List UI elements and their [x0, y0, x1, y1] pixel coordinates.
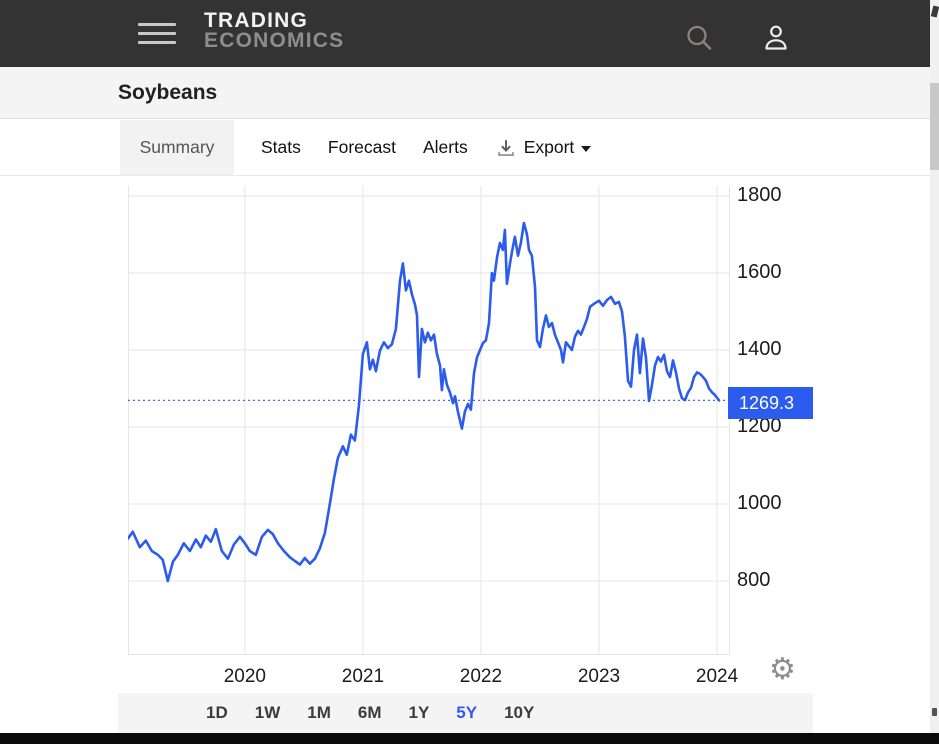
logo-line1: TRADING — [204, 9, 309, 32]
menu-hamburger-icon[interactable] — [138, 23, 176, 50]
range-6m[interactable]: 6M — [357, 703, 382, 722]
search-icon[interactable] — [684, 23, 715, 53]
x-axis-tick-2021: 2021 — [341, 666, 385, 687]
instrument-title-bar: Soybeans — [0, 67, 930, 119]
scrollbar-thumb[interactable] — [930, 83, 939, 170]
range-5y[interactable]: 5Y — [456, 703, 478, 722]
current-price-badge: 1269.3 — [728, 387, 813, 419]
bottom-edge-strip — [0, 733, 939, 744]
settings-gear-icon[interactable]: ⚙ — [769, 652, 796, 687]
export-label: Export — [523, 137, 575, 157]
y-axis-tick-1600: 1600 — [737, 261, 782, 284]
range-1m[interactable]: 1M — [307, 703, 331, 722]
brand-logo[interactable]: TRADING ECONOMICS — [204, 9, 345, 52]
range-1y[interactable]: 1Y — [408, 703, 430, 722]
x-axis-tick-2020: 2020 — [223, 666, 266, 687]
tab-alerts[interactable]: Alerts — [422, 137, 468, 157]
scrollbar-artifact — [932, 708, 937, 716]
top-nav-bar: TRADING ECONOMICS — [0, 0, 930, 67]
price-line-series — [128, 221, 721, 583]
export-button[interactable]: Export — [495, 120, 592, 175]
tabs-list: Summary Stats Forecast Alerts Export — [120, 120, 592, 175]
y-axis-tick-1800: 1800 — [737, 184, 782, 206]
range-buttons: 1D 1W 1M 6M 1Y 5Y 10Y — [118, 693, 813, 733]
page-scrollbar[interactable] — [930, 0, 939, 744]
tab-summary[interactable]: Summary — [120, 120, 234, 175]
y-axis-tick-1200: 1200 — [737, 415, 782, 438]
x-axis-tick-2023: 2023 — [577, 666, 621, 687]
page-title: Soybeans — [118, 81, 218, 104]
y-axis-tick-1000: 1000 — [737, 492, 782, 515]
logo-line2: ECONOMICS — [204, 29, 345, 52]
tabs-bar: Summary Stats Forecast Alerts Export — [0, 120, 930, 176]
price-chart-svg[interactable] — [128, 186, 730, 655]
range-1d[interactable]: 1D — [206, 703, 228, 722]
tab-stats[interactable]: Stats — [261, 137, 301, 157]
y-axis-tick-1400: 1400 — [737, 338, 782, 361]
caret-down-icon — [581, 145, 592, 152]
user-account-icon[interactable] — [761, 23, 791, 53]
tab-forecast[interactable]: Forecast — [327, 137, 396, 157]
range-1w[interactable]: 1W — [254, 703, 281, 722]
range-10y[interactable]: 10Y — [504, 703, 535, 722]
y-axis-tick-800: 800 — [737, 569, 771, 592]
x-axis-tick-2024: 2024 — [695, 666, 739, 687]
x-axis-tick-2022: 2022 — [459, 666, 503, 687]
download-icon — [497, 139, 514, 156]
